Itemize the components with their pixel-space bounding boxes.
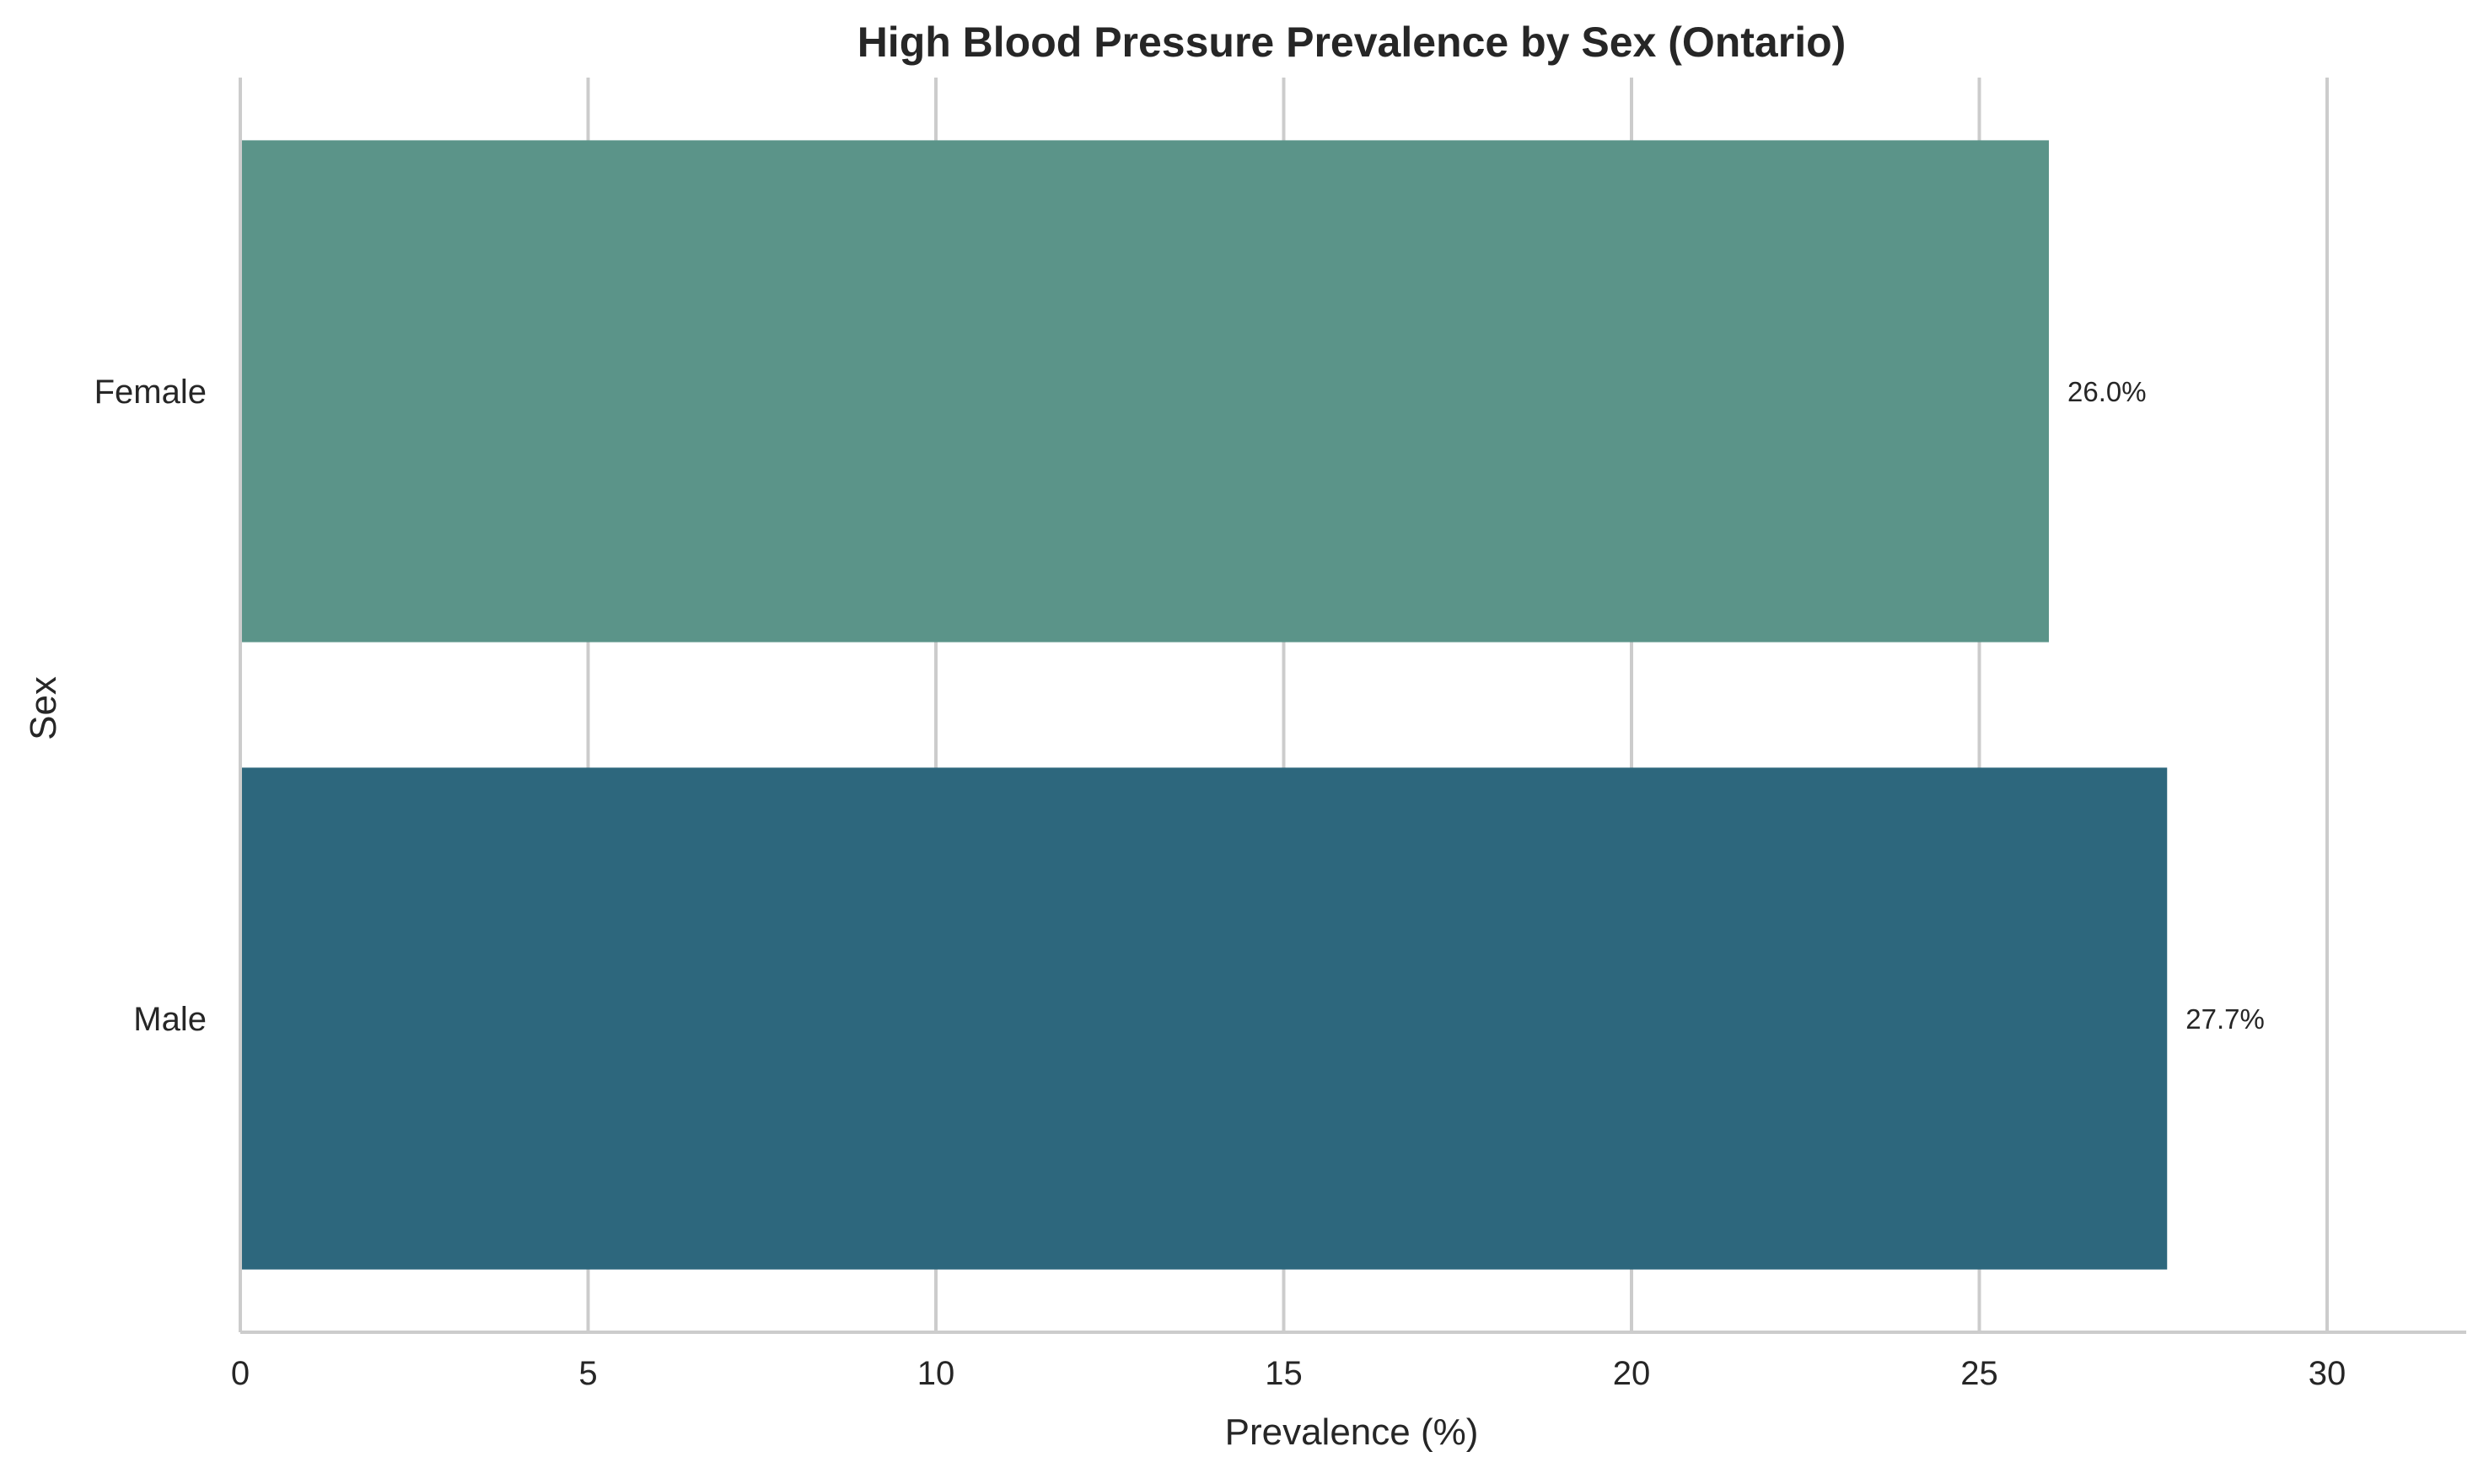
bar-female bbox=[240, 140, 2049, 643]
y-tick-labels: Female Male bbox=[94, 374, 207, 1038]
bars bbox=[240, 140, 2168, 1270]
data-label-female: 26.0% bbox=[2067, 376, 2147, 407]
chart-title: High Blood Pressure Prevalence by Sex (O… bbox=[857, 19, 1847, 66]
x-tick-label-10: 10 bbox=[917, 1355, 955, 1392]
x-tick-label-20: 20 bbox=[1613, 1355, 1651, 1392]
x-tick-label-5: 5 bbox=[578, 1355, 597, 1392]
y-axis-label: Sex bbox=[23, 676, 64, 740]
axis-spines bbox=[239, 78, 2466, 1334]
x-tick-label-25: 25 bbox=[1960, 1355, 1998, 1392]
x-tick-label-30: 30 bbox=[2309, 1355, 2347, 1392]
y-tick-label-female: Female bbox=[94, 374, 207, 411]
y-tick-label-male: Male bbox=[133, 1001, 207, 1038]
data-labels: 26.0% 27.7% bbox=[2067, 376, 2265, 1035]
x-tick-labels: 0 5 10 15 20 25 30 bbox=[231, 1355, 2346, 1392]
x-axis-label: Prevalence (%) bbox=[1225, 1411, 1479, 1453]
x-tick-label-0: 0 bbox=[231, 1355, 250, 1392]
x-tick-label-15: 15 bbox=[1265, 1355, 1303, 1392]
data-label-male: 27.7% bbox=[2185, 1003, 2265, 1035]
bar-male bbox=[240, 767, 2168, 1270]
